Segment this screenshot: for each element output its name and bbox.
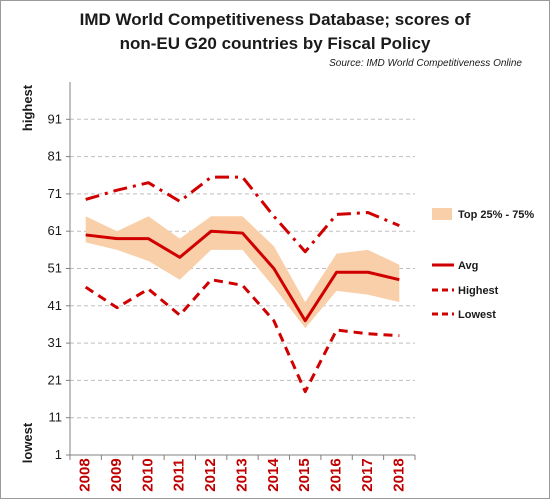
y-tick-label: 51	[48, 261, 62, 276]
iqr-band-layer	[85, 216, 400, 329]
chart-source: Source: IMD World Competitiveness Online	[329, 58, 522, 69]
series-line-lowest	[84, 278, 400, 394]
chart-title-line-2: non-EU G20 countries by Fiscal Policy	[119, 34, 431, 53]
legend-swatch-band	[432, 208, 452, 220]
legend-label-band: Top 25% - 75%	[458, 209, 534, 221]
x-tick-label: 2012	[202, 458, 219, 491]
x-tick-label: 2015	[296, 458, 313, 491]
x-tick-label: 2017	[359, 458, 376, 491]
chart-title-line-1: IMD World Competitiveness Database; scor…	[79, 10, 471, 29]
y-tick-label: 11	[49, 410, 63, 425]
x-tick-label: 2014	[265, 458, 282, 492]
series-layer	[84, 175, 400, 394]
legend-label-lowest: Lowest	[458, 309, 496, 321]
y-tick-label: 61	[48, 223, 62, 238]
x-tick-label: 2013	[233, 458, 250, 491]
legend: Top 25% - 75% Avg Highest Lowest	[432, 208, 534, 321]
x-tick-label: 2010	[139, 458, 156, 491]
x-tick-label: 2018	[390, 458, 407, 491]
y-axis-label-highest: highest	[20, 84, 35, 131]
series-line-highest	[85, 175, 400, 254]
y-tick-label: 41	[48, 298, 62, 313]
y-tick-label: 81	[48, 149, 62, 164]
x-tick-label: 2011	[171, 459, 188, 492]
iqr-band	[85, 216, 400, 329]
y-tick-label: 1	[55, 447, 62, 462]
x-tick-label: 2016	[328, 458, 345, 491]
legend-label-avg: Avg	[458, 260, 478, 272]
y-tick-label: 21	[48, 372, 62, 387]
y-axis-label-lowest: lowest	[20, 422, 35, 463]
x-tick-label: 2009	[108, 458, 125, 491]
y-tick-label: 91	[48, 111, 62, 126]
legend-label-highest: Highest	[458, 285, 499, 297]
series-line-avg	[85, 229, 400, 323]
x-tick-label: 2008	[77, 458, 94, 491]
y-tick-label: 71	[48, 186, 62, 201]
y-tick-label: 31	[48, 335, 62, 350]
